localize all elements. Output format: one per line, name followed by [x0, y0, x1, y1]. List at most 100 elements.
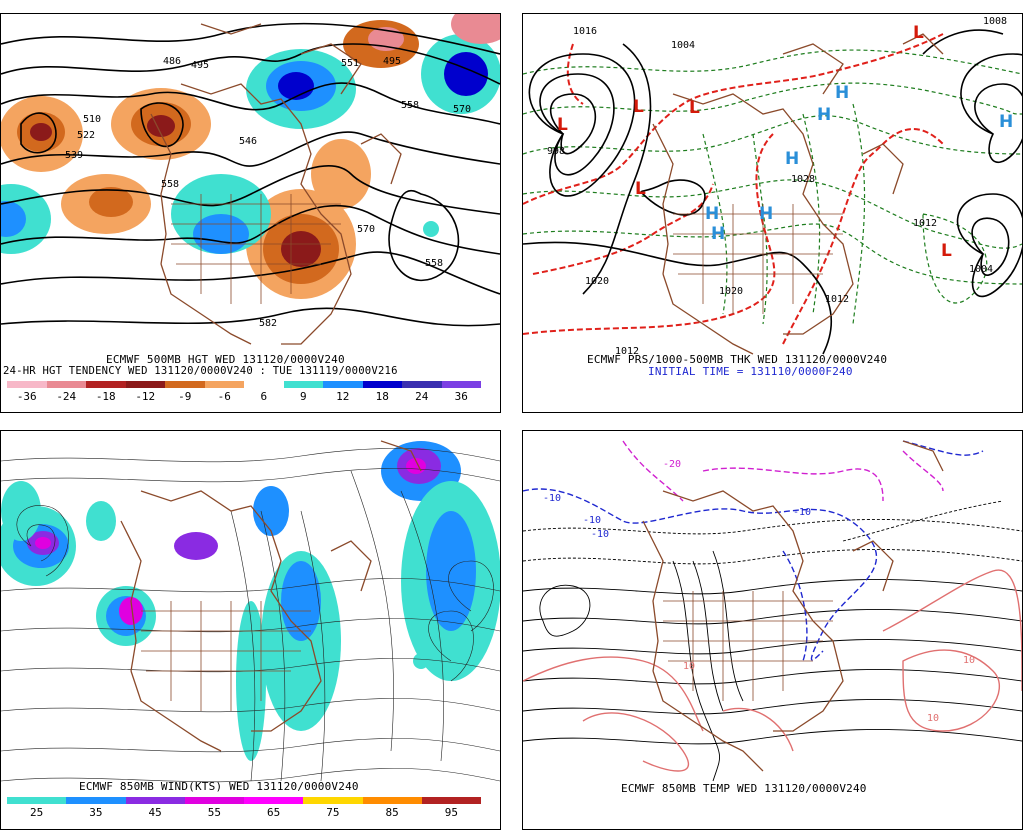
contour-label: 510 [83, 114, 101, 125]
low-pressure-symbol: L [689, 98, 700, 118]
high-pressure-symbol: H [999, 112, 1013, 132]
colorbar-swatch [66, 797, 126, 804]
colorbar-swatch [86, 381, 126, 388]
colorbar-tick-label: 95 [444, 806, 458, 819]
panel-850mb-temp: -20 -10 -10 -10 10 10 10 -10 ECMWF 850MB… [522, 430, 1023, 830]
contour-labels: 486 495 510 522 539 546 558 570 582 551 … [65, 56, 471, 329]
contour-label: 539 [65, 150, 83, 161]
colorbar-swatch [441, 381, 481, 388]
colorbar-tick-label: 55 [207, 806, 221, 819]
temp-very-cold-isotherms [622, 440, 944, 502]
isobar-labels: 1004 998 1020 1028 1012 1004 1012 1012 1… [547, 16, 1007, 357]
panel-title: ECMWF 850MB TEMP WED 131120/0000V240 [621, 782, 867, 795]
thickness-540-line [523, 33, 944, 345]
contour-label: 551 [341, 58, 359, 69]
panel-title: ECMWF 500MB HGT WED 131120/0000V240 [106, 353, 345, 366]
initial-time-label: INITIAL TIME = 131110/0000F240 [648, 365, 853, 378]
coastlines [120, 440, 422, 752]
contour-label: 486 [163, 56, 181, 67]
colorbar-tick-label: 65 [267, 806, 281, 819]
contour-label: 570 [357, 224, 375, 235]
coastlines [150, 23, 402, 345]
high-pressure-symbol: H [835, 83, 849, 103]
colorbar-swatch [283, 381, 323, 388]
isobar-label: 1012 [913, 218, 937, 229]
colorbar-tick-label: 35 [89, 806, 103, 819]
contour-label: 522 [77, 130, 95, 141]
contour-label: 558 [401, 100, 419, 111]
coastlines [652, 33, 944, 355]
isotherm-label: -10 [793, 507, 811, 518]
isotherm-labels: -20 -10 -10 -10 10 10 10 -10 [543, 459, 975, 724]
map-500mb-height: 486 495 510 522 539 546 558 570 582 551 … [1, 14, 500, 345]
colorbar-swatch [362, 797, 422, 804]
colorbar-swatch [165, 381, 205, 388]
political-boundaries [663, 591, 833, 701]
colorbar-swatch [7, 381, 47, 388]
panel-title: ECMWF 850MB WIND(KTS) WED 131120/0000V24… [79, 780, 359, 793]
colorbar-swatch [204, 381, 244, 388]
isotherm-label: -20 [663, 459, 681, 470]
colorbar-tick-label: -24 [56, 390, 77, 403]
colorbar-tick-label: -18 [95, 390, 116, 403]
colorbar-swatch [421, 797, 481, 804]
isobar-label: 1004 [671, 40, 695, 51]
panel-850mb-wind: ECMWF 850MB WIND(KTS) WED 131120/0000V24… [0, 430, 501, 830]
isotherm-label: -10 [591, 529, 609, 540]
colorbar-swatch [303, 797, 363, 804]
map-850mb-temp: -20 -10 -10 -10 10 10 10 -10 [523, 440, 1022, 782]
isobar-label: 1020 [585, 276, 609, 287]
contour-label: 495 [383, 56, 401, 67]
panel-500mb-height: 486 495 510 522 539 546 558 570 582 551 … [0, 13, 501, 413]
colorbar-swatch [184, 797, 244, 804]
political-boundaries [171, 194, 341, 304]
contour-label: 495 [191, 60, 209, 71]
isotherm-label: -10 [543, 493, 561, 504]
colorbar-tick-label: 36 [454, 390, 468, 403]
colorbar-swatch [125, 381, 165, 388]
isobar-label: 1020 [719, 286, 743, 297]
isotherm-label: 10 [683, 661, 695, 672]
contour-label: 558 [161, 179, 179, 190]
isobar-label: 1008 [983, 16, 1007, 27]
colorbar-tick-label: -9 [178, 390, 192, 403]
temperature-contours [523, 500, 1022, 782]
high-pressure-symbol: H [759, 204, 773, 224]
colorbar-swatch [402, 381, 442, 388]
colorbar-tick-label: -36 [16, 390, 37, 403]
isobars [523, 29, 1022, 355]
isobar-label: 1004 [969, 264, 993, 275]
contour-label: 558 [425, 258, 443, 269]
isobar-label: 1016 [573, 26, 597, 37]
colorbar-tick-label: 85 [385, 806, 399, 819]
wind-speed-fill [1, 441, 500, 761]
streamlines [1, 448, 500, 783]
colorbar-tick-label: 45 [148, 806, 162, 819]
colorbar-tick-label: 6 [260, 390, 268, 403]
isotherm-label: 10 [963, 655, 975, 666]
colorbar-swatch [7, 797, 67, 804]
political-boundaries [673, 204, 843, 314]
high-pressure-symbol: H [705, 204, 719, 224]
isobar-label: 998 [547, 146, 565, 157]
political-boundaries [141, 601, 311, 711]
low-pressure-symbol: L [633, 97, 644, 117]
contour-label: 570 [453, 104, 471, 115]
contour-label: 546 [239, 136, 257, 147]
colorbar-tick-label: 25 [30, 806, 44, 819]
colorbar-tick-label: 12 [336, 390, 350, 403]
panel-subtitle: 24-HR HGT TENDENCY WED 131120/0000V240 :… [3, 365, 398, 377]
colorbar-swatch [244, 381, 284, 388]
temp-warm-isotherms [523, 569, 1022, 772]
low-pressure-symbol: L [557, 115, 568, 135]
low-pressure-symbol: L [635, 179, 646, 199]
panel-title: ECMWF PRS/1000-500MB THK WED 131120/0000… [587, 353, 888, 366]
isotherm-label: 10 [927, 713, 939, 724]
tendency-colorbar-ticks: -36 -24 -18 -12 -9 -6 6 9 12 18 24 36 [7, 390, 481, 404]
high-pressure-symbol: H [785, 149, 799, 169]
map-850mb-wind [1, 440, 500, 783]
colorbar-swatch [323, 381, 363, 388]
isobar-label: 1012 [825, 294, 849, 305]
colorbar-swatch [125, 797, 185, 804]
colorbar-tick-label: -12 [135, 390, 156, 403]
